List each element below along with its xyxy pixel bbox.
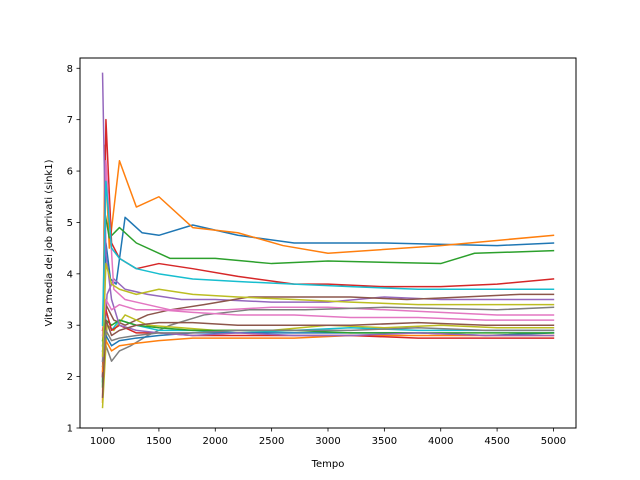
series-line-12 xyxy=(101,334,555,373)
x-tick-label: 2500 xyxy=(259,436,284,447)
y-axis-ticks: 1 2 3 4 5 6 7 8 xyxy=(67,64,80,435)
series-line-7 xyxy=(101,160,555,362)
y-tick-label: 5 xyxy=(67,218,73,229)
y-tick-label: 6 xyxy=(67,167,73,178)
series-line-15 xyxy=(101,72,555,337)
x-tick-label: 1500 xyxy=(146,436,171,447)
y-tick-label: 4 xyxy=(67,269,73,280)
series-line-18 xyxy=(101,327,555,363)
y-tick-label: 2 xyxy=(67,372,73,383)
y-tick-label: 7 xyxy=(67,115,73,126)
x-tick-label: 3000 xyxy=(315,436,340,447)
y-tick-label: 8 xyxy=(67,64,73,75)
y-axis-label: Vita media dei job arrivati (sink1) xyxy=(44,159,55,326)
x-tick-label: 5000 xyxy=(541,436,566,447)
series-lines xyxy=(101,72,555,409)
series-line-19 xyxy=(101,262,555,357)
series-line-17 xyxy=(101,298,555,337)
series-line-3 xyxy=(101,211,555,388)
series-line-16 xyxy=(101,319,555,398)
x-tick-label: 1000 xyxy=(90,436,115,447)
series-line-2 xyxy=(101,144,555,404)
x-axis-ticks: 1000 1500 2000 2500 3000 3500 4000 4500 5000 xyxy=(90,428,566,447)
series-line-4 xyxy=(101,118,555,378)
series-line-8 xyxy=(101,306,555,368)
y-tick-label: 1 xyxy=(67,424,73,435)
y-tick-label: 3 xyxy=(67,321,73,332)
x-tick-label: 3500 xyxy=(372,436,397,447)
x-tick-label: 4000 xyxy=(428,436,453,447)
x-tick-label: 2000 xyxy=(203,436,228,447)
x-tick-label: 4500 xyxy=(484,436,509,447)
series-line-20 xyxy=(101,180,555,326)
series-line-6 xyxy=(101,293,555,378)
x-axis-label: Tempo xyxy=(311,459,345,470)
